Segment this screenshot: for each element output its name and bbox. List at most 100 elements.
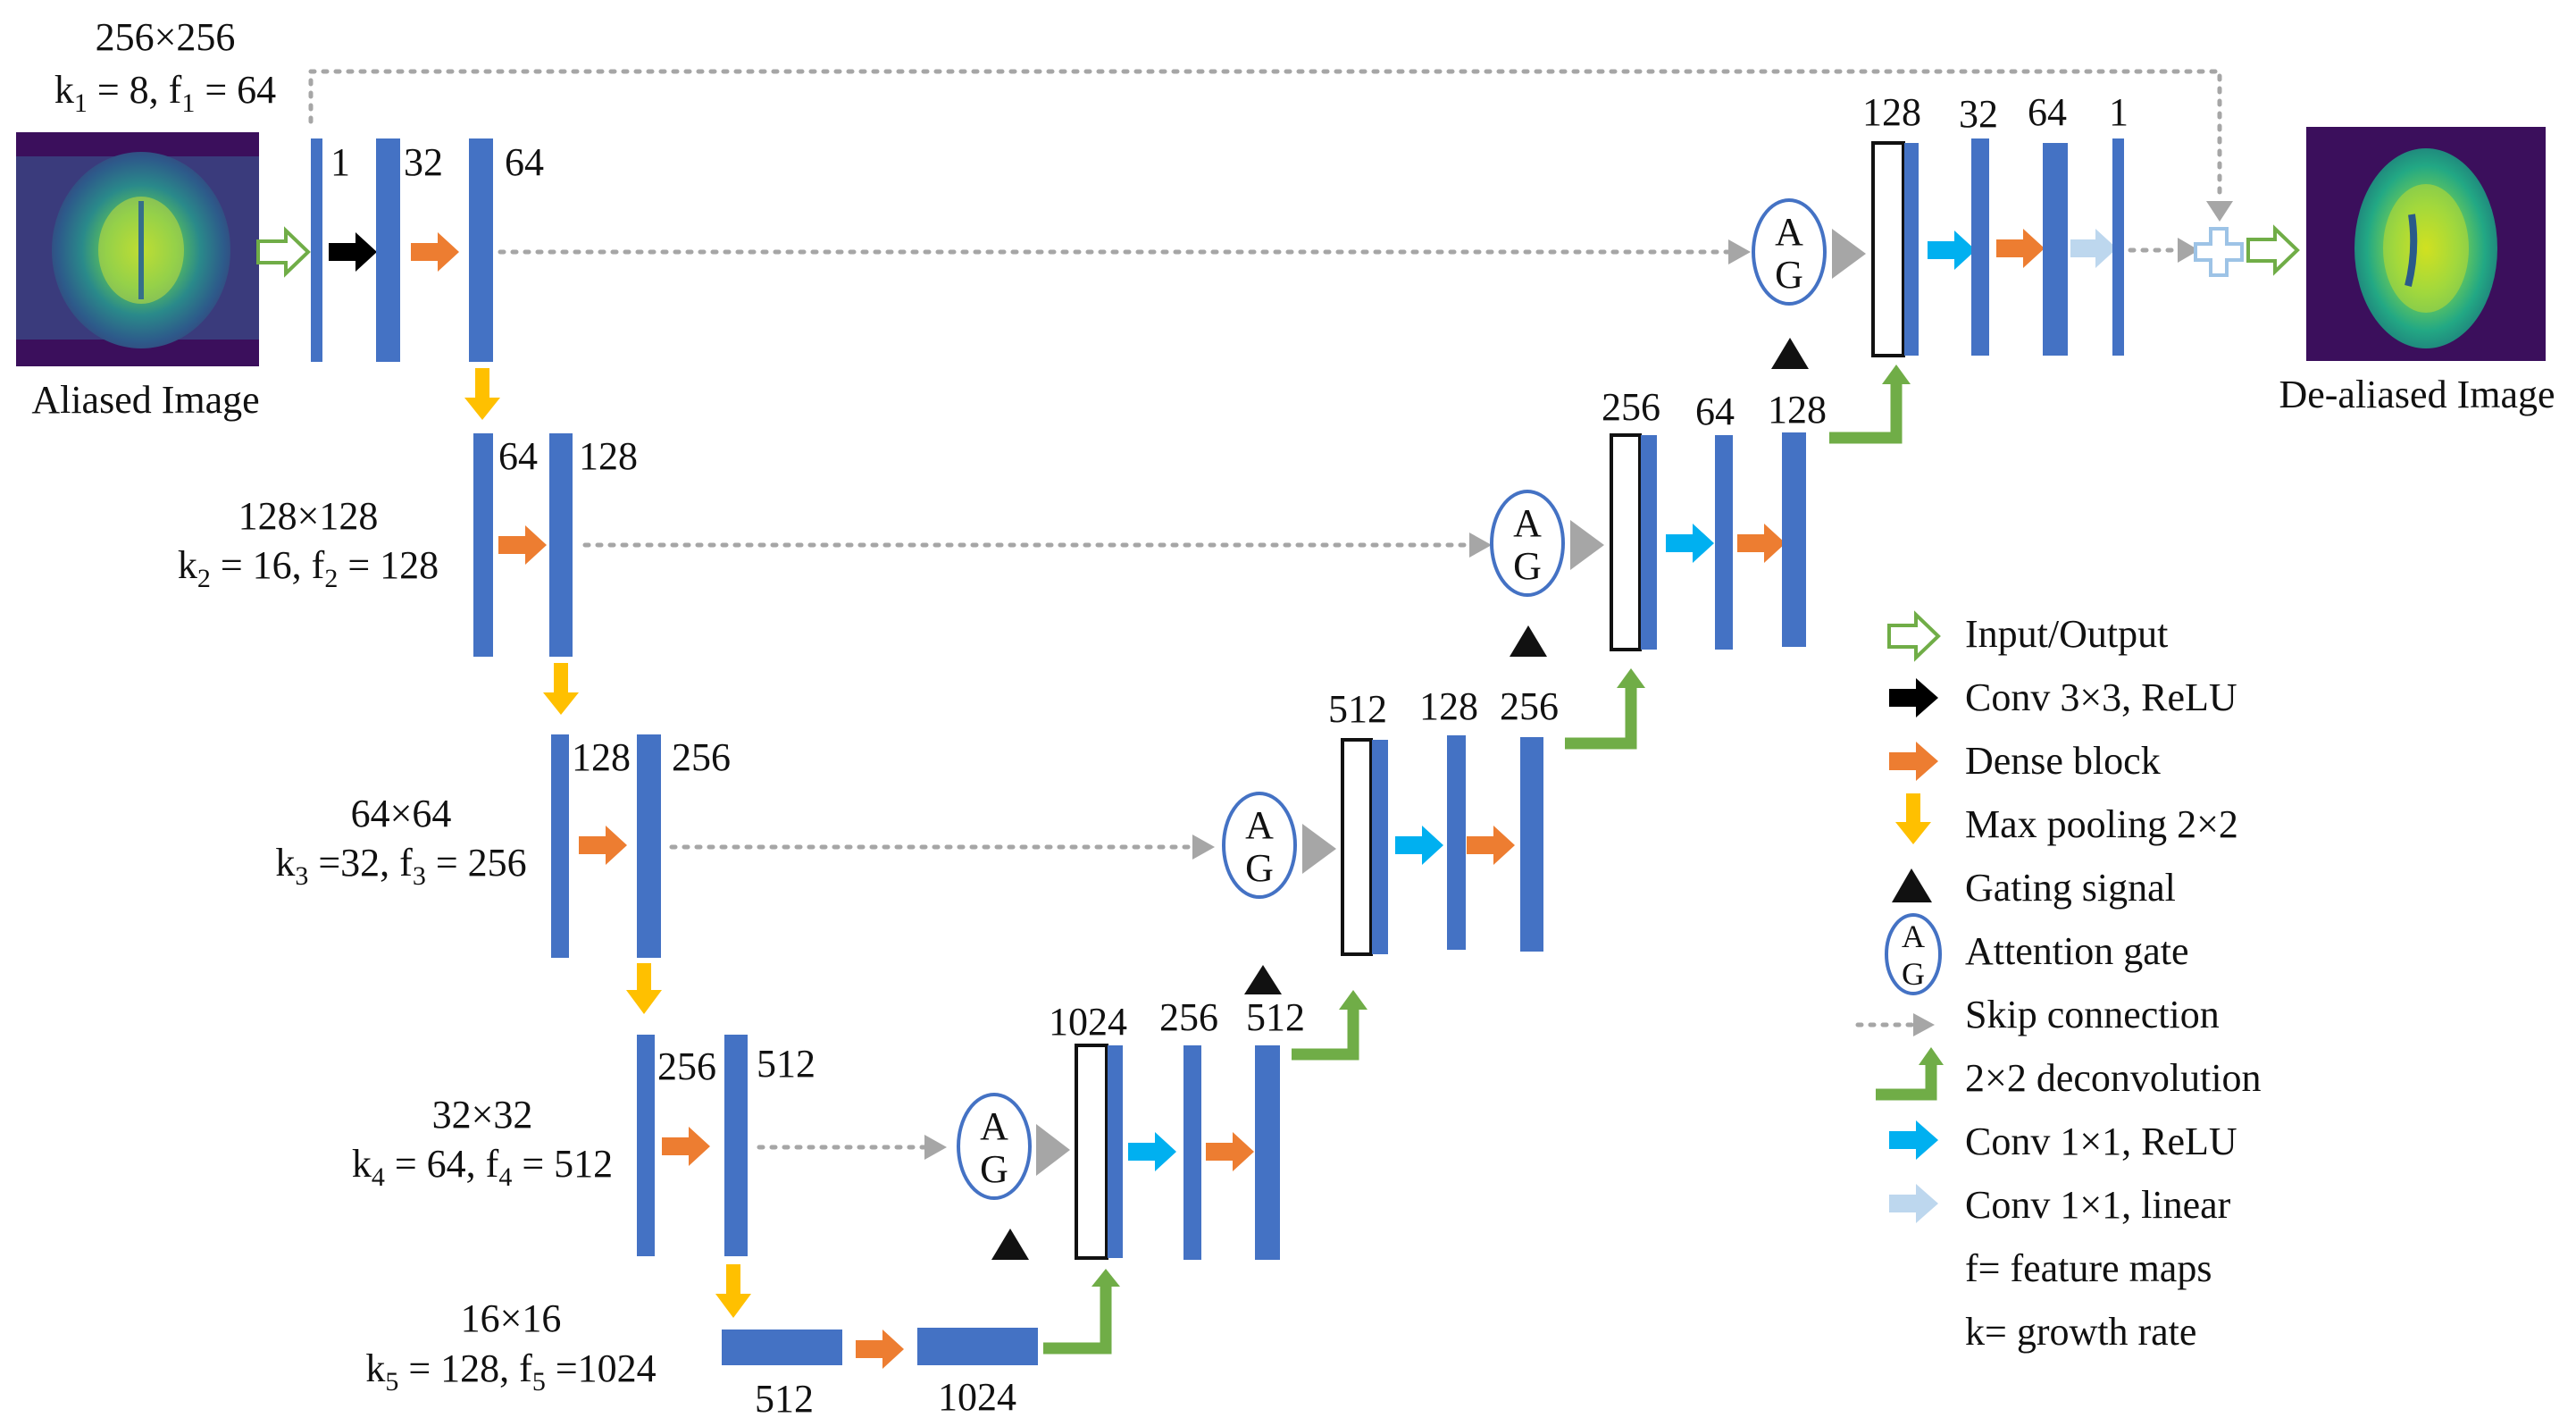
- gate-output-arrow-3: [1302, 824, 1336, 874]
- svg-text:k5 = 128, f5 =1024: k5 = 128, f5 =1024: [365, 1346, 656, 1397]
- encoder-level-3: 128 256: [551, 734, 731, 958]
- legend-input-output-arrow: [1887, 610, 1941, 662]
- dense-block-arrow: [856, 1330, 904, 1369]
- legend-dense-block-arrow: [1889, 742, 1938, 781]
- legend-deconvolution-arrow: [1876, 1063, 1937, 1101]
- block-d1-2: [1971, 138, 1989, 356]
- block-d2-2: [1715, 435, 1733, 650]
- dense-block-arrow: [411, 232, 459, 272]
- svg-text:k3 =32, f3 = 256: k3 =32, f3 = 256: [275, 841, 526, 891]
- conv1x1-linear-arrow: [2070, 229, 2117, 268]
- concat-block-3-blue: [1372, 740, 1388, 954]
- attention-gate-1: A G: [1752, 198, 1827, 306]
- label-l1-1: 1: [330, 140, 350, 184]
- max-pooling-arrow-2: [543, 663, 579, 715]
- attention-gate-4: A G: [957, 1093, 1032, 1200]
- skip-arrowhead-l4: [924, 1135, 947, 1160]
- legend-label-11: k= growth rate: [1965, 1310, 2196, 1354]
- legend-skip-connection-arrowhead: [1913, 1013, 1935, 1036]
- label-d3-3: 256: [1500, 684, 1559, 728]
- svg-text:G: G: [980, 1147, 1008, 1191]
- block-l5-2: [917, 1328, 1038, 1365]
- block-l1-1: [311, 138, 322, 362]
- input-size: 256×256: [96, 15, 236, 59]
- skip-to-add-arrowhead: [2178, 238, 2199, 263]
- block-l3-2: [637, 734, 661, 958]
- attention-gate-3: A G: [1222, 792, 1297, 899]
- block-l2-2: [549, 433, 573, 657]
- block-d3-3: [1520, 737, 1543, 952]
- deconvolution-arrowhead-1: [1882, 365, 1911, 384]
- conv1x1-relu-arrow-3: [1395, 826, 1443, 865]
- label-d1-1: 128: [1862, 90, 1921, 134]
- concat-block-4-blue: [1108, 1045, 1123, 1258]
- decoder-level-2: A G 256 64 128: [1490, 385, 1827, 657]
- conv1x1-relu-arrow-1: [1928, 231, 1976, 270]
- legend: A G Input/Output Conv 3×3, ReLU Dense bl…: [1855, 610, 2262, 1354]
- conv-relu-arrow: [329, 232, 377, 272]
- legend-label-3: Max pooling 2×2: [1965, 802, 2238, 846]
- gate-output-arrow-4: [1036, 1124, 1070, 1176]
- legend-label-6: Skip connection: [1965, 993, 2220, 1036]
- input-params: k1 = 8, f1 = 64: [54, 68, 276, 118]
- block-l1-3: [469, 138, 493, 362]
- max-pooling-arrow-3: [626, 963, 662, 1014]
- svg-text:G: G: [1513, 544, 1542, 588]
- svg-text:A: A: [1513, 501, 1542, 545]
- block-l1-2: [376, 138, 400, 362]
- gating-signal-1: [1771, 338, 1809, 369]
- bottleneck-level-5: 512 1024: [722, 1328, 1038, 1421]
- legend-attention-gate-circle: A G: [1885, 913, 1942, 995]
- legend-deconvolution-arrowhead: [1919, 1047, 1944, 1065]
- output-arrow: [2246, 224, 2300, 276]
- label-d4-3: 512: [1246, 995, 1305, 1039]
- svg-text:A: A: [1902, 919, 1925, 954]
- svg-text:G: G: [1902, 956, 1925, 992]
- decoder-level-1: A G 128 32 64 1: [1752, 90, 2129, 369]
- block-d1-3: [2043, 143, 2068, 356]
- svg-text:64×64: 64×64: [351, 792, 452, 835]
- dense-block-arrow-d2: [1737, 524, 1786, 563]
- skip-arrowhead-l2: [1469, 533, 1492, 558]
- svg-text:32×32: 32×32: [432, 1093, 533, 1137]
- level-5-info: 16×16 k5 = 128, f5 =1024: [365, 1296, 656, 1397]
- global-skip-connection: [308, 69, 2222, 204]
- deconvolution-arrowhead-3: [1339, 990, 1367, 1010]
- encoder-level-2: 64 128: [473, 433, 638, 657]
- input-arrow: [256, 226, 311, 278]
- legend-label-8: Conv 1×1, ReLU: [1965, 1120, 2237, 1163]
- label-l4-2: 512: [757, 1042, 815, 1086]
- label-d1-3: 64: [2028, 90, 2067, 134]
- label-l2-1: 64: [498, 434, 538, 478]
- encoder-level-1: 1 32 64: [256, 138, 544, 362]
- block-d1-4: [2112, 138, 2124, 356]
- label-l5-1: 512: [755, 1377, 814, 1421]
- deconvolution-arrow-1: [1829, 384, 1903, 444]
- label-l2-2: 128: [579, 434, 638, 478]
- concat-block-1-blue: [1904, 143, 1919, 356]
- label-l3-1: 128: [572, 735, 631, 779]
- aliased-image-caption: Aliased Image: [31, 378, 259, 422]
- svg-text:A: A: [980, 1104, 1008, 1148]
- label-l4-1: 256: [657, 1044, 716, 1088]
- dense-block-arrow: [498, 525, 547, 565]
- legend-label-5: Attention gate: [1965, 929, 2189, 973]
- gating-signal-3: [1244, 965, 1282, 994]
- skip-arrowhead-l1: [1728, 239, 1751, 264]
- max-pooling-arrow-1: [464, 368, 500, 420]
- label-d2-2: 64: [1695, 390, 1735, 433]
- label-l5-2: 1024: [938, 1375, 1016, 1419]
- block-d4-3: [1255, 1045, 1280, 1260]
- svg-text:G: G: [1775, 253, 1803, 297]
- svg-text:G: G: [1245, 846, 1274, 890]
- deconvolution-arrow-3: [1292, 1010, 1359, 1061]
- legend-conv1x1-relu-arrow: [1889, 1120, 1938, 1160]
- gate-output-arrow-2: [1570, 520, 1604, 570]
- legend-label-7: 2×2 deconvolution: [1965, 1056, 2262, 1100]
- label-d4-1: 1024: [1049, 1000, 1127, 1044]
- svg-text:128×128: 128×128: [238, 494, 379, 538]
- concat-block-2: [1610, 433, 1642, 651]
- label-l1-3: 64: [505, 140, 544, 184]
- decoder-level-4: A G 1024 256 512: [957, 995, 1305, 1260]
- deconvolution-arrowhead-2: [1617, 668, 1645, 688]
